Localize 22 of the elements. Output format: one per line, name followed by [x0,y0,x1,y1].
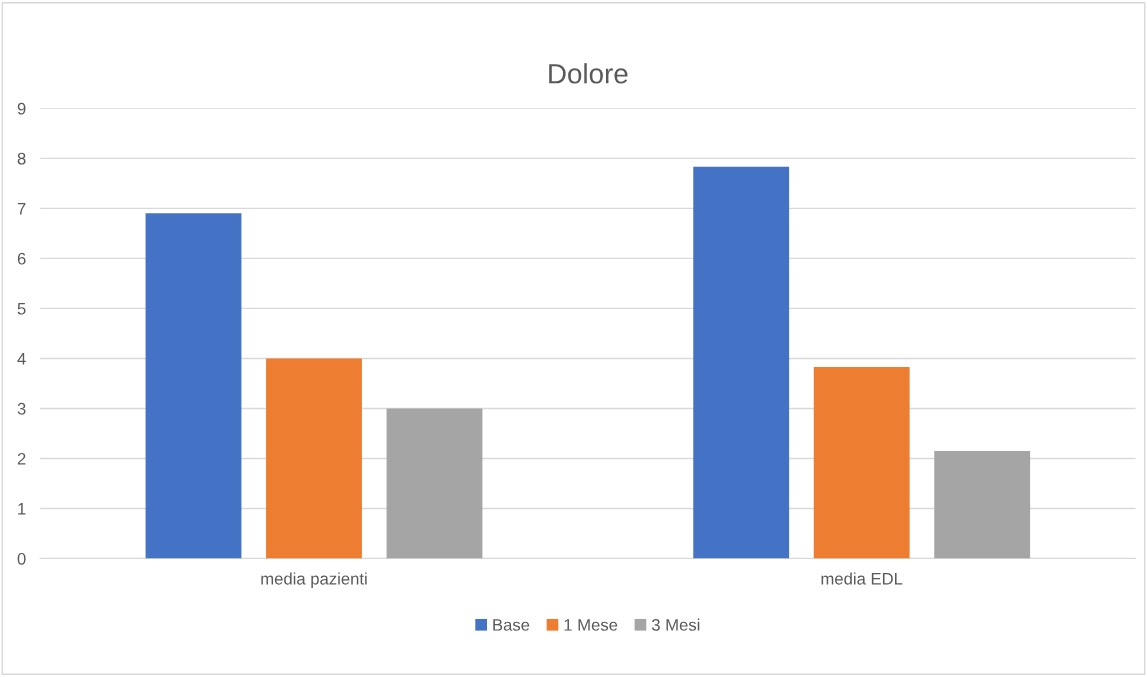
y-tick-label: 1 [18,503,26,515]
bar [145,213,242,559]
y-tick-label: 9 [17,102,26,115]
x-tick-label: media pazienti [261,572,367,588]
legend-label: 1 Mese [564,619,618,631]
legend-label: Base [493,619,530,631]
chart-title: Dolore [549,63,628,84]
y-tick-label: 8 [17,152,26,165]
y-tick-label: 2 [17,452,26,465]
bar [934,450,1031,559]
legend-label: 3 Mesi [651,618,700,631]
y-tick-label: 5 [17,302,26,315]
x-tick-label: media EDL [821,572,903,585]
y-tick-label: 4 [17,353,26,365]
y-tick-label: 3 [17,402,26,415]
y-tick-label: 6 [17,252,26,265]
bar [813,366,910,559]
bar [266,358,362,559]
bar [386,408,483,559]
y-tick-label: 7 [17,202,26,215]
y-tick-label: 0 [17,552,26,565]
bar [693,166,790,559]
